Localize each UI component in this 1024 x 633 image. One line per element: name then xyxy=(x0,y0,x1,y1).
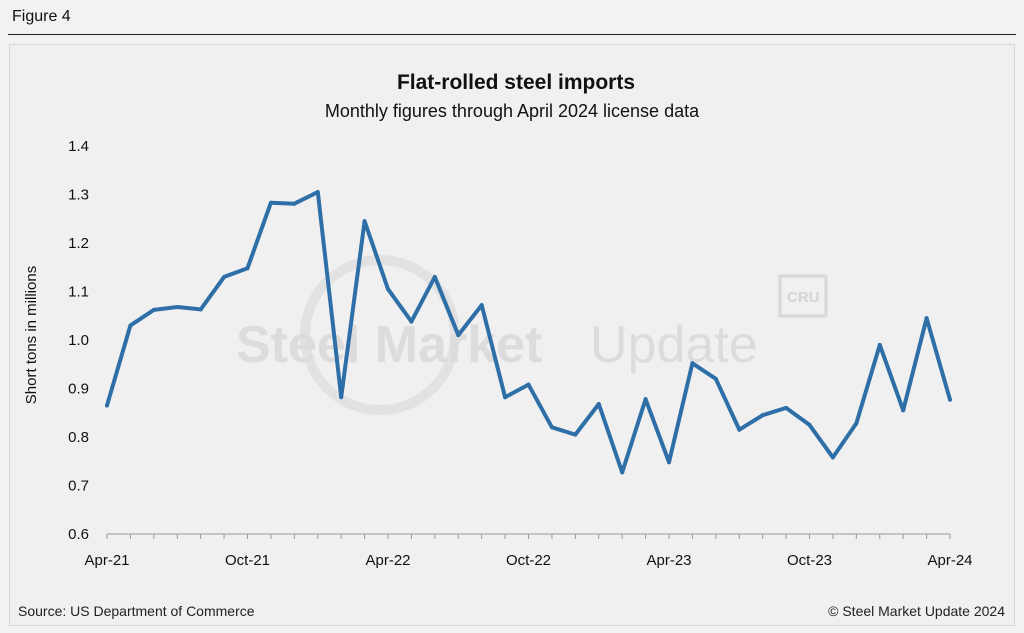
x-tick-label: Apr-21 xyxy=(84,552,129,569)
watermark-brand-light: Update xyxy=(590,316,758,374)
data-point-Apr-21 xyxy=(105,403,109,408)
data-point-Oct-22 xyxy=(526,382,531,387)
data-point-Jan-23 xyxy=(596,402,601,407)
x-ticks xyxy=(106,534,951,539)
data-point-Nov-23 xyxy=(830,455,835,460)
data-point-Oct-23 xyxy=(807,422,812,427)
data-point-Nov-21 xyxy=(268,200,273,205)
x-tick-label: Apr-24 xyxy=(927,552,972,569)
data-point-Sep-23 xyxy=(784,405,789,410)
y-tick-label: 1.4 xyxy=(68,138,89,155)
top-rule xyxy=(8,34,1016,35)
data-point-Aug-22 xyxy=(479,303,484,308)
data-point-May-23 xyxy=(690,361,695,366)
copyright-note: © Steel Market Update 2024 xyxy=(828,603,1005,619)
data-point-Jul-23 xyxy=(737,427,742,432)
y-tick-label: 1.1 xyxy=(68,284,89,301)
data-point-Mar-22 xyxy=(362,219,367,224)
data-point-Jul-21 xyxy=(175,305,180,310)
y-tick-label: 1.3 xyxy=(68,187,89,204)
y-axis-label: Short tons in millions xyxy=(23,266,40,404)
y-tick-label: 0.9 xyxy=(68,381,89,398)
watermark-cru: CRU xyxy=(787,289,820,306)
data-point-Jun-22 xyxy=(432,274,437,279)
x-tick-label: Apr-22 xyxy=(365,552,410,569)
series-points xyxy=(105,190,952,475)
x-tick-labels: Apr-21 Oct-21 Apr-22 Oct-22 Apr-23 Oct-23 Apr-… xyxy=(84,552,972,569)
y-tick-labels: 0.6 0.7 0.8 0.9 1.0 1.1 1.2 1.3 1.4 xyxy=(68,138,89,543)
data-point-Jul-22 xyxy=(456,333,461,338)
data-point-Apr-24 xyxy=(948,397,952,402)
chart-title: Flat-rolled steel imports xyxy=(397,71,635,94)
figure-label: Figure 4 xyxy=(12,8,71,25)
y-tick-label: 0.7 xyxy=(68,478,89,495)
data-point-Jan-22 xyxy=(315,190,320,195)
chart-panel xyxy=(9,44,1015,626)
y-tick-label: 1.2 xyxy=(68,235,89,252)
x-tick-label: Oct-22 xyxy=(506,552,551,569)
y-tick-label: 0.6 xyxy=(68,526,89,543)
y-tick-label: 1.0 xyxy=(68,332,89,349)
data-point-Sep-22 xyxy=(503,395,508,400)
data-point-Aug-21 xyxy=(198,307,203,312)
data-point-Nov-22 xyxy=(549,425,554,430)
data-point-Jun-23 xyxy=(713,376,718,381)
x-tick-label: Apr-23 xyxy=(646,552,691,569)
data-point-Dec-21 xyxy=(292,201,297,206)
source-note: Source: US Department of Commerce xyxy=(18,603,255,619)
data-point-Dec-23 xyxy=(854,421,859,426)
data-point-Jan-24 xyxy=(877,342,882,347)
data-point-Feb-23 xyxy=(620,470,625,475)
chart-subtitle: Monthly figures through April 2024 licen… xyxy=(325,101,700,121)
watermark-cru-box xyxy=(778,274,828,318)
data-point-Jun-21 xyxy=(151,307,156,312)
y-tick-label: 0.8 xyxy=(68,429,89,446)
data-point-Feb-24 xyxy=(901,408,906,413)
data-point-Oct-21 xyxy=(245,266,250,271)
data-point-Aug-23 xyxy=(760,413,765,418)
data-point-Apr-22 xyxy=(386,287,390,292)
x-tick-label: Oct-21 xyxy=(225,552,270,569)
data-point-Sep-21 xyxy=(222,274,227,279)
data-point-May-22 xyxy=(409,319,414,324)
data-point-Dec-22 xyxy=(573,432,578,437)
data-point-May-21 xyxy=(128,323,133,328)
data-point-Apr-23 xyxy=(667,460,671,465)
data-point-Mar-23 xyxy=(643,397,648,402)
x-tick-label: Oct-23 xyxy=(787,552,832,569)
data-point-Feb-22 xyxy=(339,395,344,400)
data-point-Mar-24 xyxy=(924,316,929,321)
